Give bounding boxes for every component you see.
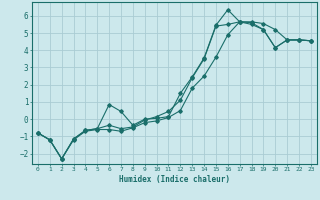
X-axis label: Humidex (Indice chaleur): Humidex (Indice chaleur) (119, 175, 230, 184)
